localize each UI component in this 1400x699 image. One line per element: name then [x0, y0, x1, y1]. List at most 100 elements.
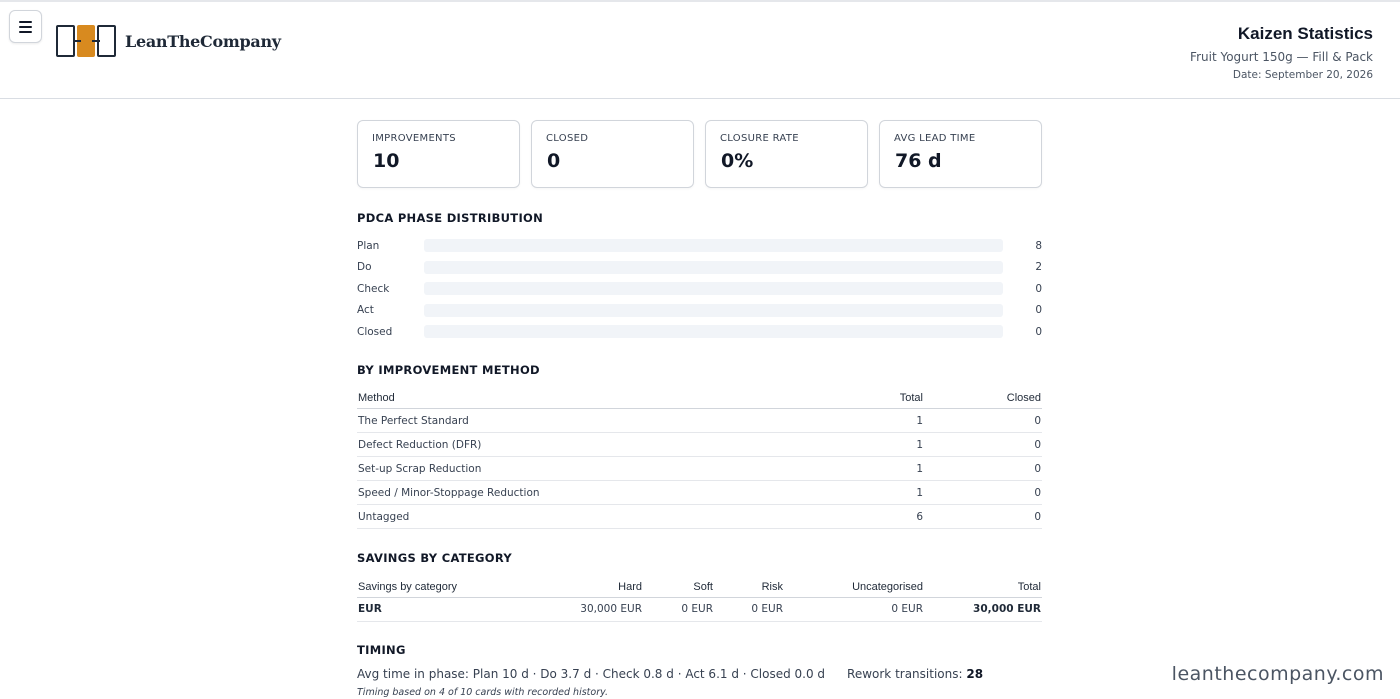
- pdca-row-closed: Closed 0: [357, 321, 1042, 343]
- column-header: Total: [924, 575, 1042, 598]
- table-row: Untagged 6 0: [357, 504, 1042, 529]
- brand-name: LeanTheCompany: [125, 31, 281, 51]
- table-cell: Untagged: [357, 504, 804, 529]
- kpi-value: 0: [547, 150, 561, 172]
- table-cell: 0 EUR: [784, 597, 924, 622]
- kpi-label: CLOSED: [546, 133, 589, 144]
- savings-table: Savings by category Hard Soft Risk Uncat…: [357, 575, 1042, 622]
- pdca-bars: Plan 8 Do 2 Check 0 Act 0 Closed: [357, 235, 1042, 343]
- bar-label: Check: [357, 282, 390, 295]
- bar-track: [424, 260, 1003, 274]
- bar-value: 0: [1035, 304, 1042, 317]
- bar-value: 8: [1035, 239, 1042, 252]
- table-cell: 0: [924, 432, 1042, 457]
- table-cell: Speed / Minor-Stoppage Reduction: [357, 480, 804, 505]
- bar-label: Closed: [357, 325, 393, 338]
- table-row: Set-up Scrap Reduction 1 0: [357, 456, 1042, 481]
- pdca-row-do: Do 2: [357, 257, 1042, 279]
- column-header: Hard: [515, 575, 643, 598]
- column-header: Soft: [643, 575, 714, 598]
- timing-section: TIMING Avg time in phase: Plan 10 d · Do…: [357, 643, 1042, 698]
- bar-value: 0: [1035, 325, 1042, 338]
- page-title: Kaizen Statistics: [1237, 24, 1373, 43]
- table-row: EUR 30,000 EUR 0 EUR 0 EUR 0 EUR 30,000 …: [357, 597, 1042, 622]
- table-header-row: Method Total Closed: [357, 386, 1042, 409]
- method-section: BY IMPROVEMENT METHOD Method Total Close…: [357, 362, 1042, 529]
- method-table: Method Total Closed The Perfect Standard…: [357, 386, 1042, 529]
- table-row: The Perfect Standard 1 0: [357, 408, 1042, 433]
- page-header: LeanTheCompany Kaizen Statistics Fruit Y…: [0, 2, 1400, 99]
- timing-summary: Avg time in phase: Plan 10 d · Do 3.7 d …: [357, 667, 1042, 681]
- column-header: Savings by category: [357, 575, 515, 598]
- rework-label: Rework transitions:: [847, 666, 963, 681]
- section-title: TIMING: [357, 642, 406, 657]
- kpi-card-avg-lead-time: AVG LEAD TIME 76 d: [879, 120, 1042, 188]
- table-cell: 0: [924, 480, 1042, 505]
- kpi-label: CLOSURE RATE: [720, 133, 799, 144]
- bar-track: [424, 282, 1003, 296]
- table-row: Speed / Minor-Stoppage Reduction 1 0: [357, 480, 1042, 505]
- hamburger-icon: [19, 20, 32, 33]
- table-cell: Set-up Scrap Reduction: [357, 456, 804, 481]
- kpi-card-improvements: IMPROVEMENTS 10: [357, 120, 520, 188]
- bar-track: [424, 303, 1003, 317]
- table-row: Defect Reduction (DFR) 1 0: [357, 432, 1042, 457]
- report-date: Date: September 20, 2026: [1232, 69, 1373, 81]
- pdca-section: PDCA PHASE DISTRIBUTION Plan 8 Do 2 Chec…: [357, 211, 1042, 343]
- section-title: BY IMPROVEMENT METHOD: [357, 362, 540, 377]
- table-cell: 1: [804, 456, 924, 481]
- stats-content: IMPROVEMENTS 10 CLOSED 0 CLOSURE RATE 0%…: [357, 120, 1042, 698]
- table-cell: 0: [924, 408, 1042, 433]
- product-line: Fruit Yogurt 150g — Fill & Pack: [1190, 50, 1373, 64]
- table-cell: The Perfect Standard: [357, 408, 804, 433]
- bar-label: Do: [357, 261, 372, 274]
- kpi-cards: IMPROVEMENTS 10 CLOSED 0 CLOSURE RATE 0%…: [357, 120, 1042, 188]
- bar-track: [424, 325, 1003, 339]
- bar-label: Act: [357, 304, 374, 317]
- avg-phase-time: Avg time in phase: Plan 10 d · Do 3.7 d …: [357, 666, 826, 681]
- table-cell: 30,000 EUR: [515, 597, 643, 622]
- pdca-row-check: Check 0: [357, 278, 1042, 300]
- table-cell: 1: [804, 480, 924, 505]
- table-cell: 0: [924, 456, 1042, 481]
- kpi-card-closed: CLOSED 0: [531, 120, 694, 188]
- table-cell: Defect Reduction (DFR): [357, 432, 804, 457]
- rework-value: 28: [966, 666, 984, 681]
- column-header: Method: [357, 386, 804, 409]
- column-header: Uncategorised: [784, 575, 924, 598]
- table-cell: 6: [804, 504, 924, 529]
- kpi-card-closure-rate: CLOSURE RATE 0%: [705, 120, 868, 188]
- top-border: [0, 0, 1400, 2]
- column-header: Total: [804, 386, 924, 409]
- table-cell: 0 EUR: [643, 597, 714, 622]
- table-header-row: Savings by category Hard Soft Risk Uncat…: [357, 575, 1042, 598]
- table-cell: 1: [804, 432, 924, 457]
- section-title: SAVINGS BY CATEGORY: [357, 551, 513, 565]
- kpi-value: 10: [373, 150, 400, 172]
- bar-value: 2: [1035, 261, 1042, 274]
- kpi-value: 76 d: [895, 150, 942, 172]
- kpi-label: IMPROVEMENTS: [372, 133, 456, 144]
- section-title: PDCA PHASE DISTRIBUTION: [357, 211, 544, 225]
- logo-mark-icon: [56, 25, 116, 57]
- timing-note: Timing based on 4 of 10 cards with recor…: [357, 686, 609, 698]
- bar-value: 0: [1035, 282, 1042, 295]
- table-cell: 1: [804, 408, 924, 433]
- kpi-value: 0%: [721, 150, 754, 172]
- bar-track: [424, 239, 1003, 253]
- watermark: leanthecompany.com: [1171, 663, 1384, 685]
- column-header: Risk: [714, 575, 784, 598]
- report-heading: Kaizen Statistics Fruit Yogurt 150g — Fi…: [1190, 24, 1373, 81]
- table-cell: 0 EUR: [714, 597, 784, 622]
- table-cell: 30,000 EUR: [924, 597, 1042, 622]
- savings-section: SAVINGS BY CATEGORY Savings by category …: [357, 551, 1042, 622]
- column-header: Closed: [924, 386, 1042, 409]
- pdca-row-act: Act 0: [357, 300, 1042, 322]
- table-cell: EUR: [357, 597, 515, 622]
- kpi-label: AVG LEAD TIME: [894, 133, 976, 144]
- brand-logo[interactable]: LeanTheCompany: [56, 24, 281, 58]
- pdca-row-plan: Plan 8: [357, 235, 1042, 257]
- rework-transitions: Rework transitions: 28: [847, 667, 983, 681]
- menu-button[interactable]: [9, 10, 42, 43]
- bar-label: Plan: [357, 239, 380, 252]
